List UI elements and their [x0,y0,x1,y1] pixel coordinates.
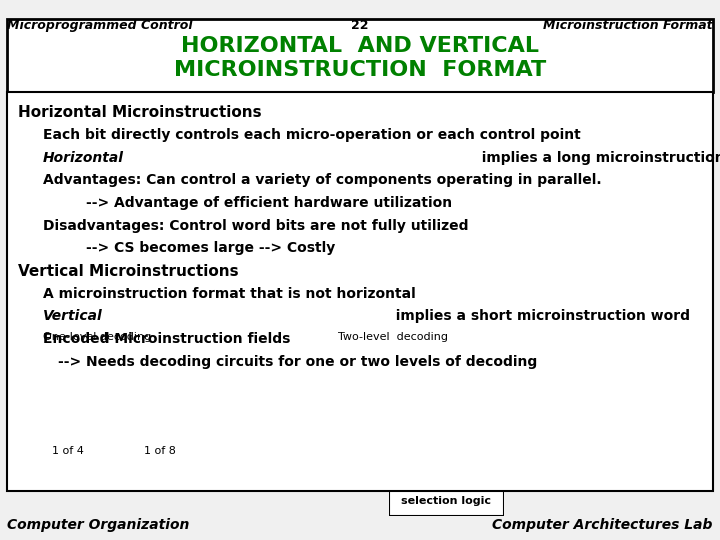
Text: MICROINSTRUCTION  FORMAT: MICROINSTRUCTION FORMAT [174,60,546,80]
Text: A microinstruction format that is not horizontal: A microinstruction format that is not ho… [43,287,416,301]
Text: --> Needs decoding circuits for one or two levels of decoding: --> Needs decoding circuits for one or t… [58,355,537,369]
Text: 1 of 8: 1 of 8 [144,446,176,456]
Text: 6 x 64: 6 x 64 [459,425,498,435]
Text: Computer Organization: Computer Organization [7,518,189,532]
Text: Computer Architectures Lab: Computer Architectures Lab [492,518,713,532]
FancyBboxPatch shape [338,413,418,462]
Text: implies a short microinstruction word: implies a short microinstruction word [386,309,690,323]
Text: Decoder: Decoder [147,442,199,452]
FancyBboxPatch shape [439,413,518,462]
Text: Field A: Field A [61,363,104,373]
Text: --> Advantage of efficient hardware utilization: --> Advantage of efficient hardware util… [86,196,453,210]
FancyBboxPatch shape [439,351,518,400]
Text: 2 bits: 2 bits [66,380,100,390]
FancyBboxPatch shape [43,413,122,462]
FancyBboxPatch shape [338,351,418,400]
Text: 1 of 4: 1 of 4 [53,446,84,456]
Text: Each bit directly controls each micro-operation or each control point: Each bit directly controls each micro-op… [43,128,581,142]
Text: Encoded Microinstruction fields: Encoded Microinstruction fields [43,332,291,346]
Text: Microprogrammed Control: Microprogrammed Control [7,19,193,32]
FancyBboxPatch shape [133,413,212,462]
Text: Two-level  decoding: Two-level decoding [338,332,449,342]
Text: Decoder: Decoder [57,442,109,452]
Text: 3 bits: 3 bits [156,380,190,390]
Text: Decoder: Decoder [352,442,404,452]
FancyBboxPatch shape [43,351,122,400]
Text: selection logic: selection logic [402,496,492,506]
Text: HORIZONTAL  AND VERTICAL: HORIZONTAL AND VERTICAL [181,36,539,56]
Text: Field A: Field A [356,363,400,373]
Text: 22: 22 [351,19,369,32]
Text: 2 bits: 2 bits [361,380,395,390]
Text: Microinstruction Format: Microinstruction Format [543,19,713,32]
FancyBboxPatch shape [133,351,212,400]
Text: Vertical Microinstructions: Vertical Microinstructions [18,264,238,279]
Text: Horizontal: Horizontal [43,151,124,165]
Text: Field B: Field B [151,363,194,373]
Text: Vertical: Vertical [43,309,103,323]
Text: Field B: Field B [457,363,500,373]
Text: Advantages: Can control a variety of components operating in parallel.: Advantages: Can control a variety of com… [43,173,602,187]
Text: Disadvantages: Control word bits are not fully utilized: Disadvantages: Control word bits are not… [43,219,469,233]
Text: Decoder: Decoder [453,442,505,452]
Text: Horizontal Microinstructions: Horizontal Microinstructions [18,105,261,120]
FancyBboxPatch shape [389,467,504,516]
Text: 3 x 8: 3 x 8 [158,425,188,435]
Text: One-level decoding: One-level decoding [43,332,151,342]
Text: 6 bits: 6 bits [462,380,496,390]
Text: implies a long microinstruction word: implies a long microinstruction word [472,151,720,165]
Text: 2 x 4: 2 x 4 [68,425,98,435]
Text: --> CS becomes large --> Costly: --> CS becomes large --> Costly [86,241,336,255]
Text: Decoder and: Decoder and [407,479,486,489]
Text: 2 x 4: 2 x 4 [363,425,393,435]
